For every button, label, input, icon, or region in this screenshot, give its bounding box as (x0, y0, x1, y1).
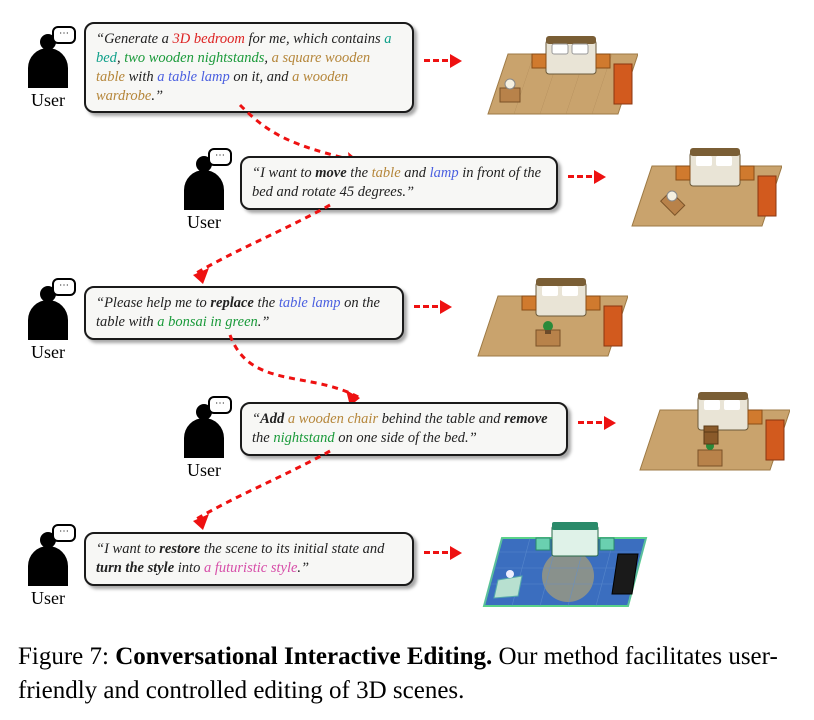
user-block-4: User (176, 418, 232, 481)
prompt-span: the (347, 165, 372, 181)
user-label: User (187, 460, 221, 481)
caption-title: Conversational Interactive Editing. (115, 643, 492, 670)
arrow-right-3 (414, 300, 450, 314)
prompt-span: for me, which contains (245, 31, 384, 47)
prompt-bubble-2: “I want to move the table and lamp in fr… (240, 156, 558, 210)
quote-open: “ (252, 165, 260, 181)
prompt-span: table (372, 165, 401, 181)
quote-close: ” (301, 560, 309, 576)
quote-open: “ (252, 411, 260, 427)
scene-svg-3 (458, 256, 628, 368)
user-label: User (31, 342, 65, 363)
prompt-span: remove (504, 411, 547, 427)
user-icon (184, 170, 224, 210)
arrow-right-2 (568, 170, 604, 184)
user-block-2: User (176, 170, 232, 233)
prompt-bubble-4: “Add a wooden chair behind the table and… (240, 402, 568, 456)
quote-close: ” (469, 430, 477, 446)
quote-open: “ (96, 31, 104, 47)
user-block-5: User (20, 546, 76, 609)
scene-svg-1 (468, 14, 638, 126)
prompt-span: Add (260, 411, 284, 427)
prompt-span: Please help me to (104, 295, 210, 311)
prompt-span: move (315, 165, 346, 181)
prompt-span: the (252, 430, 273, 446)
arrow-right-1 (424, 54, 460, 68)
prompt-span: two wooden nightstands (124, 50, 264, 66)
scene-3 (458, 256, 628, 368)
prompt-span: a wooden chair (288, 411, 378, 427)
user-icon (28, 300, 68, 340)
user-block-3: User (20, 300, 76, 363)
quote-open: “ (96, 295, 104, 311)
quote-close: ” (261, 314, 269, 330)
prompt-span: restore (159, 541, 200, 557)
quote-close: ” (155, 88, 163, 104)
user-icon (184, 418, 224, 458)
scene-4 (620, 370, 790, 482)
scene-5 (468, 498, 648, 618)
prompt-span: the (254, 295, 279, 311)
prompt-span: a table lamp (157, 69, 230, 85)
prompt-span: turn the style (96, 560, 174, 576)
scene-svg-4 (620, 370, 790, 482)
prompt-span: behind the table and (378, 411, 504, 427)
figure-caption: Figure 7: Conversational Interactive Edi… (18, 640, 796, 708)
scene-svg-5 (468, 498, 648, 618)
scene-svg-2 (612, 126, 782, 238)
prompt-bubble-1: “Generate a 3D bedroom for me, which con… (84, 22, 414, 113)
prompt-span: , (264, 50, 271, 66)
prompt-span: replace (210, 295, 253, 311)
prompt-span: the scene to its initial state and (200, 541, 384, 557)
caption-prefix: Figure 7: (18, 643, 115, 670)
prompt-span: on it, and (230, 69, 292, 85)
quote-open: “ (96, 541, 104, 557)
user-icon (28, 48, 68, 88)
figure-area: User “Generate a 3D bedroom for me, whic… (0, 0, 814, 630)
prompt-span: a bonsai in green (157, 314, 258, 330)
arrow-right-4 (578, 416, 614, 430)
prompt-bubble-3: “Please help me to replace the table lam… (84, 286, 404, 340)
prompt-span: table lamp (279, 295, 341, 311)
prompt-span: I want to (260, 165, 315, 181)
prompt-span: a futuristic style (204, 560, 297, 576)
scene-2 (612, 126, 782, 238)
prompt-span: on one side of the bed. (335, 430, 469, 446)
prompt-span: with (125, 69, 157, 85)
prompt-span: and (401, 165, 430, 181)
prompt-span: Generate a (104, 31, 172, 47)
prompt-span: lamp (430, 165, 459, 181)
arrow-right-5 (424, 546, 460, 560)
user-label: User (31, 588, 65, 609)
scene-1 (468, 14, 638, 126)
quote-close: ” (406, 184, 414, 200)
user-icon (28, 546, 68, 586)
prompt-span: nightstand (273, 430, 334, 446)
prompt-bubble-5: “I want to restore the scene to its init… (84, 532, 414, 586)
prompt-span: I want to (104, 541, 159, 557)
prompt-span: into (174, 560, 204, 576)
prompt-span: 3D bedroom (173, 31, 245, 47)
user-block-1: User (20, 48, 76, 111)
user-label: User (31, 90, 65, 111)
user-label: User (187, 212, 221, 233)
